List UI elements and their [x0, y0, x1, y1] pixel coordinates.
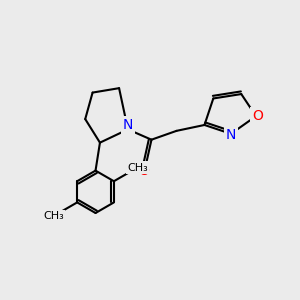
Text: N: N: [226, 128, 236, 142]
Text: O: O: [139, 164, 149, 178]
Text: N: N: [123, 118, 133, 132]
Text: CH₃: CH₃: [43, 211, 64, 221]
Text: O: O: [252, 109, 263, 123]
Text: CH₃: CH₃: [127, 163, 148, 172]
